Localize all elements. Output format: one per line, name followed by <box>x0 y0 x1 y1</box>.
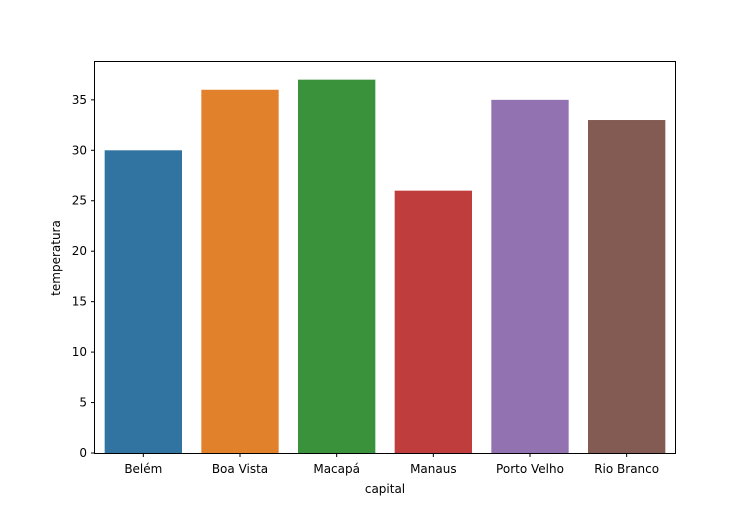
bar-4 <box>491 99 569 453</box>
y-tick-label: 15 <box>72 295 87 309</box>
x-tick-label: Macapá <box>313 462 360 476</box>
y-tick-label: 20 <box>72 244 87 258</box>
x-tick-label: Manaus <box>410 462 457 476</box>
x-axis-label: capital <box>365 482 405 496</box>
y-tick-label: 35 <box>72 93 87 107</box>
bars-group <box>104 79 666 454</box>
bar-0 <box>104 150 182 453</box>
bar-2 <box>298 79 376 454</box>
bar-3 <box>394 190 472 453</box>
y-tick-label: 5 <box>79 396 87 410</box>
x-tick-label: Belém <box>124 462 162 476</box>
y-tick-label: 10 <box>72 345 87 359</box>
bar-1 <box>201 89 279 453</box>
y-tick-label: 30 <box>72 143 87 157</box>
x-tick-label: Porto Velho <box>496 462 564 476</box>
plot-frame <box>94 61 676 454</box>
x-tick-label: Rio Branco <box>594 462 659 476</box>
y-axis: 0 5 10 15 20 25 30 35 <box>72 93 95 460</box>
x-axis: Belém Boa Vista Macapá Manaus Porto Velho Rio… <box>124 453 659 476</box>
x-tick-label: Boa Vista <box>212 462 268 476</box>
y-tick-label: 0 <box>79 446 87 460</box>
y-axis-label: temperatura <box>49 220 63 296</box>
y-tick-label: 25 <box>72 194 87 208</box>
bar-5 <box>588 120 666 453</box>
